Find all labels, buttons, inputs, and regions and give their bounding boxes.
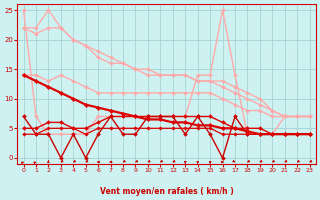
- X-axis label: Vent moyen/en rafales ( km/h ): Vent moyen/en rafales ( km/h ): [100, 187, 234, 196]
